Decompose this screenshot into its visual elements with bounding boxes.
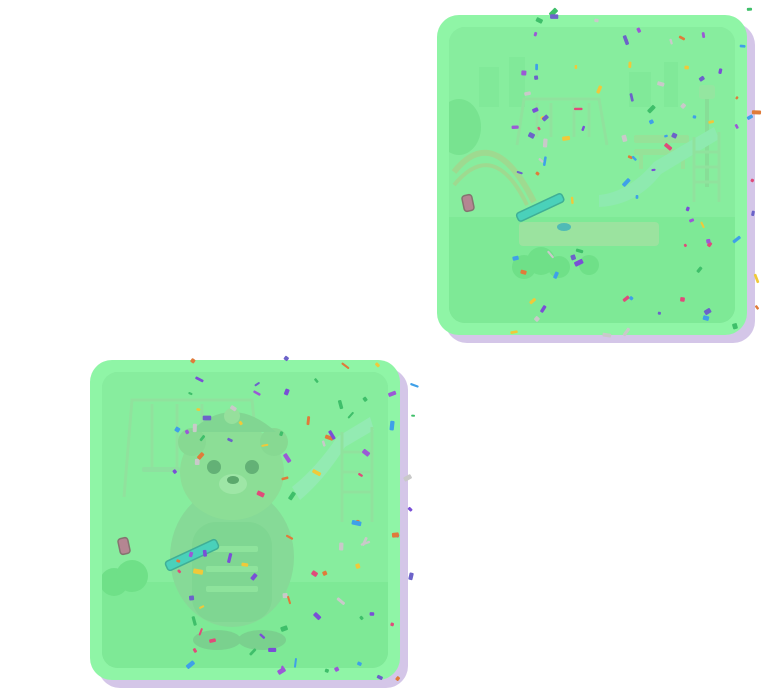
confetti-piece <box>746 7 753 11</box>
confetti-piece <box>407 506 413 512</box>
tree <box>449 99 481 155</box>
slide <box>599 127 721 207</box>
confetti-piece <box>751 210 755 217</box>
confetti-piece <box>750 178 755 183</box>
confetti-piece <box>753 273 760 284</box>
bear-illustration <box>102 372 388 668</box>
confetti-piece <box>403 474 412 482</box>
playground-illustration <box>449 27 735 323</box>
confetti-piece <box>411 414 416 417</box>
confetti-piece <box>410 383 419 388</box>
picture-card-playground[interactable] <box>437 15 747 335</box>
bear-scene <box>102 372 388 668</box>
confetti-piece <box>754 305 759 310</box>
confetti-piece <box>746 114 754 120</box>
confetti-piece <box>751 110 762 115</box>
confetti-piece <box>395 676 401 681</box>
sandbox-toy <box>557 223 571 231</box>
confetti-piece <box>408 572 414 581</box>
bush <box>102 560 148 596</box>
sandbox <box>519 222 659 246</box>
pink-item[interactable] <box>461 193 475 213</box>
blue-tube-item[interactable] <box>515 193 565 222</box>
city-skyline <box>479 57 678 107</box>
playground-scene <box>449 27 735 323</box>
picture-card-bear[interactable] <box>90 360 400 680</box>
arch-climber <box>451 149 537 204</box>
pink-item[interactable] <box>117 536 131 556</box>
